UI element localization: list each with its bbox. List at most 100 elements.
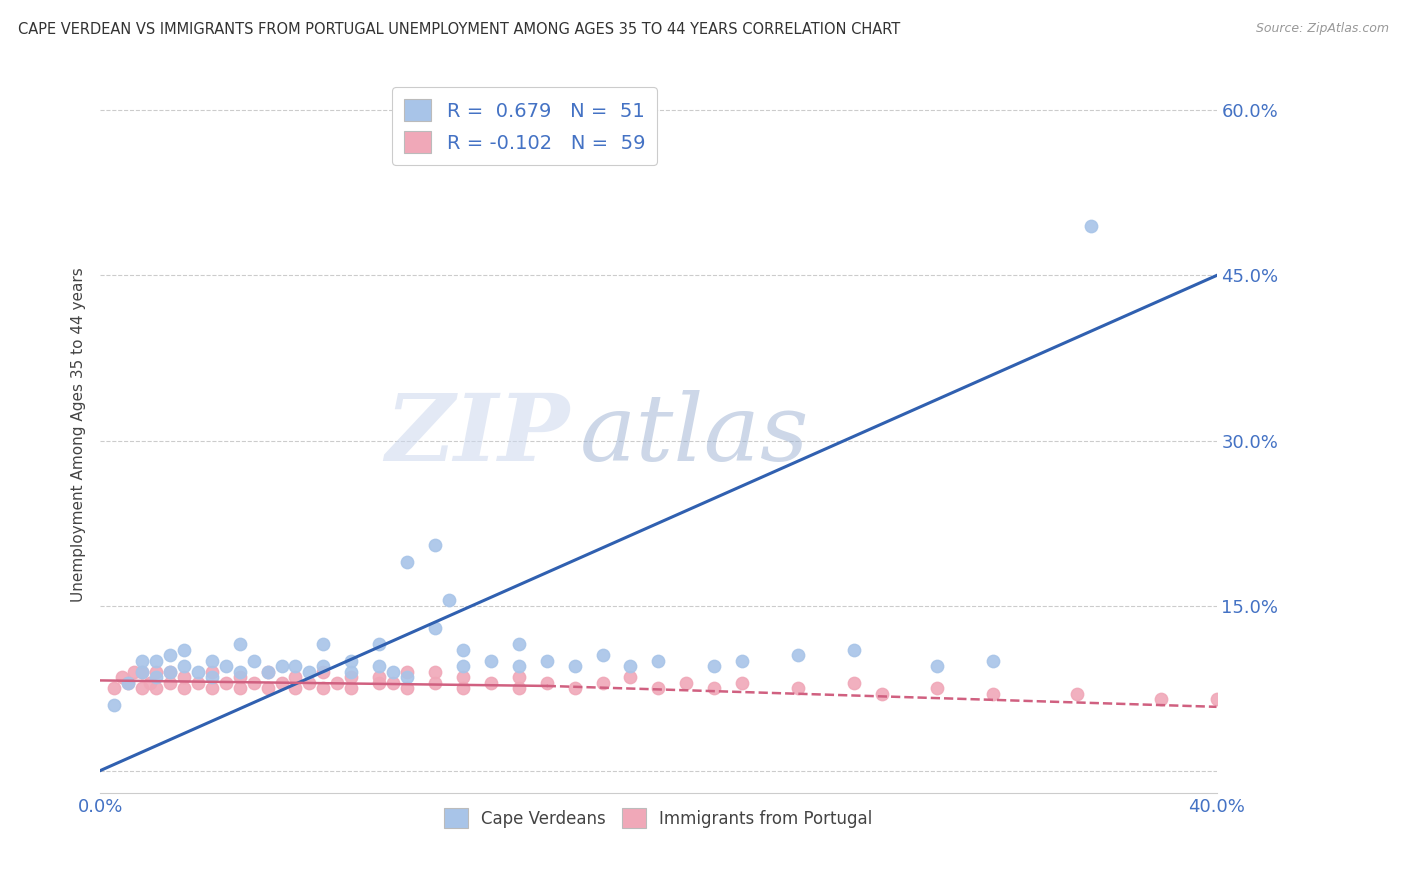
Point xyxy=(284,681,307,695)
Point xyxy=(131,681,153,695)
Point xyxy=(437,593,460,607)
Point xyxy=(564,659,586,673)
Point xyxy=(592,648,614,662)
Text: atlas: atlas xyxy=(581,390,810,480)
Point xyxy=(396,665,419,679)
Point xyxy=(145,670,167,684)
Point xyxy=(131,654,153,668)
Point xyxy=(536,654,558,668)
Point xyxy=(703,659,725,673)
Point xyxy=(228,665,250,679)
Point xyxy=(647,681,669,695)
Point xyxy=(340,681,363,695)
Point xyxy=(298,665,321,679)
Point xyxy=(368,637,391,651)
Point xyxy=(451,681,474,695)
Point xyxy=(423,621,446,635)
Point xyxy=(368,675,391,690)
Point xyxy=(145,665,167,679)
Text: CAPE VERDEAN VS IMMIGRANTS FROM PORTUGAL UNEMPLOYMENT AMONG AGES 35 TO 44 YEARS : CAPE VERDEAN VS IMMIGRANTS FROM PORTUGAL… xyxy=(18,22,900,37)
Point xyxy=(423,665,446,679)
Point xyxy=(508,659,530,673)
Point xyxy=(340,665,363,679)
Point xyxy=(145,654,167,668)
Point xyxy=(340,670,363,684)
Point xyxy=(508,637,530,651)
Point xyxy=(340,654,363,668)
Point xyxy=(312,637,335,651)
Point xyxy=(284,670,307,684)
Point xyxy=(479,675,502,690)
Point xyxy=(927,681,949,695)
Point xyxy=(173,659,195,673)
Point xyxy=(981,654,1004,668)
Point xyxy=(173,681,195,695)
Point xyxy=(382,675,405,690)
Point xyxy=(619,670,641,684)
Point xyxy=(564,681,586,695)
Legend: Cape Verdeans, Immigrants from Portugal: Cape Verdeans, Immigrants from Portugal xyxy=(437,802,879,834)
Point xyxy=(256,665,278,679)
Point xyxy=(786,681,808,695)
Point xyxy=(703,681,725,695)
Point xyxy=(396,670,419,684)
Point xyxy=(1066,687,1088,701)
Point xyxy=(423,675,446,690)
Point xyxy=(173,670,195,684)
Point xyxy=(103,698,125,712)
Point xyxy=(368,659,391,673)
Point xyxy=(215,675,238,690)
Point xyxy=(981,687,1004,701)
Text: ZIP: ZIP xyxy=(385,390,569,480)
Y-axis label: Unemployment Among Ages 35 to 44 years: Unemployment Among Ages 35 to 44 years xyxy=(72,268,86,602)
Point xyxy=(111,670,134,684)
Point xyxy=(312,665,335,679)
Point xyxy=(139,675,162,690)
Point xyxy=(382,665,405,679)
Point xyxy=(870,687,893,701)
Point xyxy=(647,654,669,668)
Point xyxy=(131,665,153,679)
Point xyxy=(451,670,474,684)
Point xyxy=(842,675,865,690)
Point xyxy=(731,675,754,690)
Point xyxy=(242,675,264,690)
Point xyxy=(201,665,224,679)
Point xyxy=(592,675,614,690)
Point xyxy=(842,642,865,657)
Point xyxy=(312,659,335,673)
Point xyxy=(187,675,209,690)
Point xyxy=(451,659,474,673)
Point xyxy=(508,681,530,695)
Point xyxy=(159,648,181,662)
Point xyxy=(270,675,292,690)
Point xyxy=(173,642,195,657)
Point xyxy=(396,681,419,695)
Point xyxy=(103,681,125,695)
Point xyxy=(256,665,278,679)
Text: Source: ZipAtlas.com: Source: ZipAtlas.com xyxy=(1256,22,1389,36)
Point xyxy=(228,681,250,695)
Point xyxy=(479,654,502,668)
Point xyxy=(256,681,278,695)
Point xyxy=(228,637,250,651)
Point xyxy=(187,665,209,679)
Point xyxy=(201,654,224,668)
Point xyxy=(396,555,419,569)
Point xyxy=(117,675,139,690)
Point xyxy=(145,681,167,695)
Point xyxy=(298,675,321,690)
Point xyxy=(201,681,224,695)
Point xyxy=(131,665,153,679)
Point xyxy=(1205,692,1227,706)
Point xyxy=(731,654,754,668)
Point xyxy=(1150,692,1173,706)
Point xyxy=(159,675,181,690)
Point xyxy=(228,670,250,684)
Point xyxy=(159,665,181,679)
Point xyxy=(326,675,349,690)
Point xyxy=(423,538,446,552)
Point xyxy=(284,659,307,673)
Point xyxy=(619,659,641,673)
Point xyxy=(368,670,391,684)
